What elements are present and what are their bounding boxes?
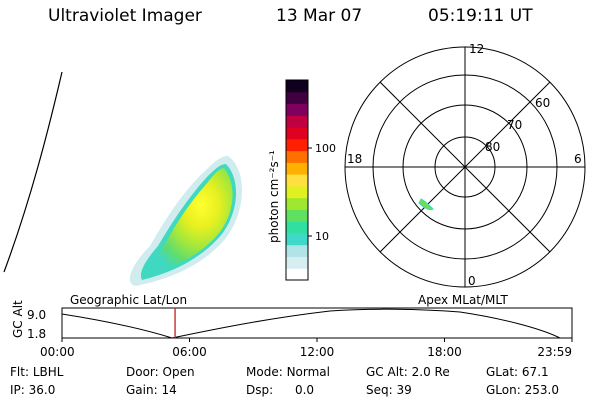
colorbar-swatch — [286, 185, 308, 199]
ip-label: IP: — [10, 383, 25, 397]
aurora-emission — [149, 168, 233, 274]
glat-value: 67.1 — [521, 365, 549, 379]
glon-value: 253.0 — [524, 383, 559, 397]
door-field: Door: Open — [126, 365, 195, 379]
colorbar-swatch — [286, 256, 308, 269]
timeline-tick-labels: 00:00 06:00 12:00 18:00 23:59 — [40, 345, 572, 359]
timeline-right-caption: Apex MLat/MLT — [418, 293, 508, 307]
polar-aurora-spot — [418, 198, 434, 210]
colorbar-swatch — [286, 127, 308, 140]
glat-field: GLat: 67.1 — [486, 365, 549, 379]
timeline-y-min: 1.8 — [27, 327, 46, 341]
lat-label-70: 70 — [507, 118, 522, 132]
gain-label: Gain: — [126, 383, 158, 397]
ip-value: 36.0 — [28, 383, 56, 397]
mode-field: Mode: Normal — [246, 365, 330, 379]
colorbar-swatch — [286, 80, 308, 93]
door-label: Door: — [126, 365, 159, 379]
seq-field: Seq: 39 — [366, 383, 412, 397]
gc-alt-field: GC Alt: 2.0 Re — [366, 365, 450, 379]
mlt-label-6: 6 — [574, 152, 582, 166]
earth-image — [3, 71, 242, 286]
dsp-field: Dsp: 0.0 — [246, 383, 314, 397]
colorbar-swatch — [286, 197, 308, 210]
colorbar-tick-high: 100 — [315, 142, 336, 155]
gc-alt-label: GC Alt: — [366, 365, 408, 379]
timeline-y-max: 9.0 — [27, 308, 46, 322]
gain-value: 14 — [161, 383, 177, 397]
seq-label: Seq: — [366, 383, 393, 397]
colorbar-swatch — [286, 138, 308, 152]
filter-label: Flt: — [10, 365, 29, 379]
glon-field: GLon: 253.0 — [486, 383, 559, 397]
timeline-tick-label: 00:00 — [40, 345, 75, 359]
observation-date: 13 Mar 07 — [276, 6, 363, 26]
dsp-value: 0.0 — [294, 383, 315, 397]
instrument-title: Ultraviolet Imager — [48, 6, 202, 26]
ip-field: IP: 36.0 — [10, 383, 55, 397]
colorbar-swatch — [286, 162, 308, 175]
mlt-label-18: 18 — [347, 152, 362, 166]
timeline-tick-label: 18:00 — [427, 345, 462, 359]
mlt-label-0: 0 — [468, 274, 476, 288]
limb-arc — [3, 71, 63, 273]
door-value: Open — [162, 365, 195, 379]
polar-plot: 12 18 6 0 60 70 80 — [344, 42, 586, 288]
dsp-label: Dsp: — [246, 383, 274, 397]
colorbar-swatch — [286, 221, 308, 234]
timeline-tick-label: 23:59 — [537, 345, 572, 359]
glon-label: GLon: — [486, 383, 521, 397]
filter-value: LBHL — [32, 365, 64, 379]
colorbar-swatch — [286, 91, 308, 105]
colorbar-swatch — [286, 150, 308, 163]
colorbar-swatch — [286, 174, 308, 187]
colorbar: 100 10 photon cm⁻²s⁻¹ — [260, 78, 340, 288]
seq-value: 39 — [396, 383, 412, 397]
altitude-curve — [61, 308, 561, 339]
colorbar-swatch — [286, 115, 308, 128]
observation-time: 05:19:11 UT — [428, 6, 533, 26]
colorbar-unit-label: photon cm⁻²s⁻¹ — [267, 150, 281, 243]
polar-diagonal-2 — [379, 81, 551, 253]
lat-label-80: 80 — [485, 140, 500, 154]
mode-value: Normal — [286, 365, 330, 379]
mlt-label-12: 12 — [469, 42, 484, 56]
gain-field: Gain: 14 — [126, 383, 177, 397]
colorbar-swatch — [286, 103, 308, 116]
lat-label-60: 60 — [535, 96, 550, 110]
colorbar-swatch — [286, 244, 308, 257]
timeline-left-caption: Geographic Lat/Lon — [70, 293, 187, 307]
orbit-timeline: GC Alt 9.0 1.8 Geographic Lat/Lon Apex M… — [11, 293, 573, 359]
timeline-axis-label: GC Alt — [11, 300, 25, 338]
glat-label: GLat: — [486, 365, 519, 379]
colorbar-swatch — [286, 268, 308, 281]
filter-field: Flt: LBHL — [10, 365, 63, 379]
colorbar-swatches — [286, 80, 308, 281]
colorbar-swatch — [286, 232, 308, 246]
mode-label: Mode: — [246, 365, 283, 379]
timeline-tick-label: 12:00 — [300, 345, 335, 359]
timeline-tick-label: 06:00 — [172, 345, 207, 359]
timeline-ticks — [61, 338, 573, 342]
colorbar-tick-low: 10 — [315, 230, 329, 243]
colorbar-swatch — [286, 209, 308, 222]
gc-alt-value: 2.0 Re — [411, 365, 450, 379]
